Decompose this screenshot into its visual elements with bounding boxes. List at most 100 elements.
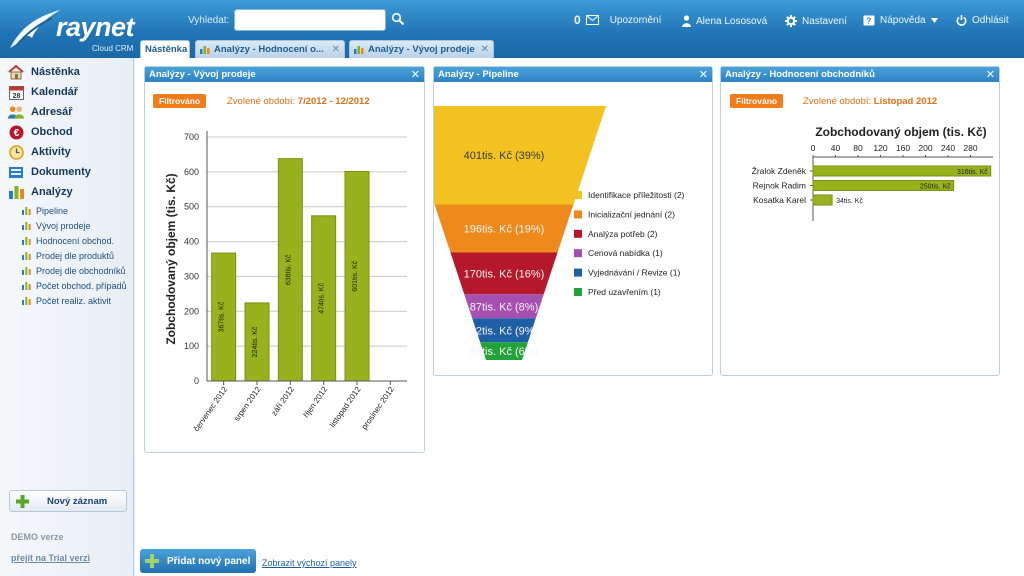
funnel-stage-label: 196tis. Kč (19%) [464,223,545,235]
chart-icon [22,222,31,230]
top-header: raynet Cloud CRM Vyhledat: 0 Upozornění … [0,0,1024,58]
panel-title: Analýzy - Vývoj prodeje [149,69,256,80]
user-menu[interactable]: Alena Lososová [682,15,767,27]
panel-title-bar[interactable]: Analýzy - Vývoj prodeje ✕ [145,67,424,82]
logo[interactable]: raynet Cloud CRM [6,6,136,53]
new-record-button[interactable]: Nový záznam [9,490,127,512]
y-axis-label: Zobchodovaný objem (tis. Kč) [164,173,178,344]
notification-count: 0 [574,13,581,27]
x-tick-label: 200 [918,143,932,153]
sidebar-subitem-label: Počet realiz. aktivit [36,296,112,306]
sidebar-subitem-sales-by-salesperson[interactable]: Prodej dle obchodníků [22,266,126,276]
funnel-stage[interactable] [472,318,536,343]
funnel-stage[interactable] [434,106,606,205]
bar[interactable] [244,302,270,382]
sidebar-item-dashboard[interactable]: Nástěnka [8,64,80,80]
svg-text:?: ? [867,17,872,26]
sidebar-item-documents[interactable]: Dokumenty [8,164,91,180]
bar[interactable] [344,171,370,382]
logout-button[interactable]: Odhlásit [956,15,1009,26]
bar-value-label: 224tis. Kč [252,326,259,357]
sidebar-subitem-activity-count[interactable]: Počet realiz. aktivit [22,296,111,306]
bar-value-label: 601tis. Kč [352,260,359,291]
funnel-stage[interactable] [464,294,544,319]
funnel-stage[interactable] [434,204,574,253]
sidebar-item-contacts[interactable]: Adresář [8,104,73,120]
funnel-stage[interactable] [480,342,528,360]
y-tick-label: 200 [184,306,199,316]
sidebar-subitem-pipeline[interactable]: Pipeline [22,206,68,216]
bar-value-label: 34tis. Kč [836,198,863,205]
settings-menu[interactable]: Nastavení [785,15,847,27]
tab-sales[interactable]: Analýzy - Vývoj prodeje ✕ [349,40,494,58]
legend-swatch [574,191,582,199]
sidebar-subitem-case-count[interactable]: Počet obchod. případů [22,281,127,291]
show-default-panels-link[interactable]: Zobrazit výchozí panely [262,558,357,568]
help-menu[interactable]: ? Nápověda [863,15,938,26]
filter-badge[interactable]: Filtrováno [153,94,207,108]
legend-label: Vyjednávání / Revize (1) [588,268,680,278]
bar[interactable] [277,158,303,382]
trial-link[interactable]: přejít na Trial verzi [11,553,91,563]
close-icon[interactable]: ✕ [985,69,995,81]
help-book-icon: ? [863,15,875,26]
settings-label: Nastavení [802,15,848,27]
documents-icon [8,164,24,180]
search-icon[interactable] [391,12,405,26]
period-info: Zvolené období: Listopad 2012 [803,96,937,107]
filter-badge[interactable]: Filtrováno [730,94,784,108]
tab-rating[interactable]: Analýzy - Hodnocení o... ✕ [195,40,345,58]
tab-label: Nástěnka [145,44,188,55]
y-tick-label: Rejnok Radim [753,181,806,191]
x-tick-label: 40 [831,143,841,153]
bar[interactable] [812,180,955,191]
sidebar-item-activities[interactable]: Aktivity [8,144,71,160]
funnel-stage-label: 87tis. Kč (8%) [470,301,538,313]
salesperson-rating-panel: Analýzy - Hodnocení obchodníků ✕ Filtrov… [720,66,1000,376]
salesperson-bar-chart: Zobchodovaný objem (tis. Kč) 0 40 80 120 160… [752,125,993,221]
sidebar-item-label: Nástěnka [31,66,80,78]
sidebar-item-business[interactable]: € Obchod [8,124,73,140]
sidebar-item-calendar[interactable]: 28 Kalendář [8,84,78,100]
chart-icon [22,237,31,245]
raynet-logo-icon [10,10,60,48]
gear-icon [785,15,797,27]
x-tick-label: září 2012 [269,385,296,418]
panel-title-bar[interactable]: Analýzy - Pipeline ✕ [434,67,712,82]
power-icon [956,15,967,26]
sidebar-subitem-label: Prodej dle obchodníků [36,266,126,276]
legend-label: Analýza potřeb (2) [588,229,658,239]
tab-dashboard[interactable]: Nástěnka [140,40,190,58]
chart-icon [22,207,31,215]
bar[interactable] [812,194,833,206]
sidebar-subitem-sales-trend[interactable]: Vývoj prodeje [22,221,91,231]
sidebar-item-label: Dokumenty [31,166,91,178]
calendar-day: 28 [12,93,20,100]
sidebar-item-analytics[interactable]: Analýzy [8,184,73,200]
close-icon[interactable]: ✕ [410,69,420,81]
logout-label: Odhlásit [972,15,1009,26]
sidebar: Nástěnka 28 Kalendář Adresář € Obchod Ak… [0,58,134,576]
add-panel-button[interactable]: Přidat nový panel [140,549,256,573]
legend-swatch [574,249,582,258]
bar[interactable] [211,252,237,382]
user-name: Alena Lososová [696,15,768,27]
search-input[interactable] [234,9,386,31]
x-tick-label: říjen 2012 [302,385,330,420]
panel-title-bar[interactable]: Analýzy - Hodnocení obchodníků ✕ [721,67,999,82]
sidebar-subitem-sales-by-product[interactable]: Prodej dle produktů [22,251,114,261]
y-tick-label: 400 [184,237,199,247]
clock-icon [8,144,24,160]
sidebar-subitem-rating[interactable]: Hodnocení obchod. [22,236,114,246]
funnel-stage-label: 401tis. Kč (39%) [464,150,545,162]
funnel-stage[interactable] [450,252,558,295]
bar[interactable] [812,165,992,177]
notifications[interactable]: 0 Upozornění [574,13,661,27]
legend-swatch [574,288,582,296]
bar[interactable] [311,215,337,382]
close-icon[interactable]: ✕ [698,69,708,81]
close-icon[interactable]: ✕ [331,44,340,55]
y-tick-label: 100 [184,341,199,351]
plus-icon [145,554,159,568]
close-icon[interactable]: ✕ [480,44,489,55]
